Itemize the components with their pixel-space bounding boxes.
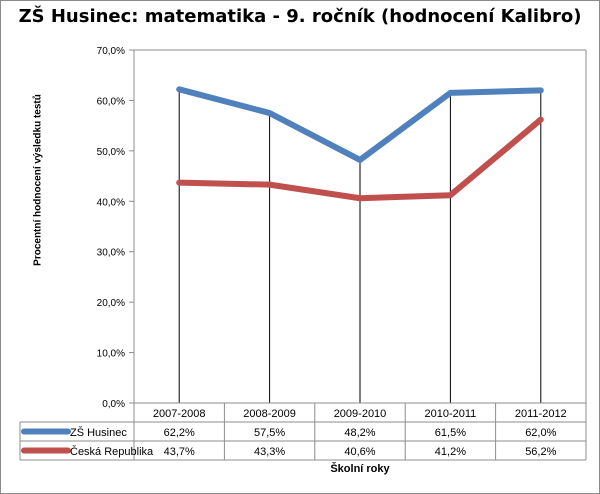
data-label: 61,5% bbox=[435, 427, 466, 439]
x-axis-label: Školní roky bbox=[330, 463, 390, 475]
data-label: 62,2% bbox=[164, 427, 195, 439]
y-tick-label: 20,0% bbox=[97, 298, 125, 309]
chart-title: ZŠ Husinec: matematika - 9. ročník (hodn… bbox=[18, 6, 582, 27]
data-point bbox=[268, 111, 272, 115]
y-tick-label: 40,0% bbox=[97, 197, 125, 208]
x-tick-label: 2010-2011 bbox=[425, 408, 477, 420]
y-tick-label: 0,0% bbox=[102, 399, 125, 410]
y-tick-label: 10,0% bbox=[97, 349, 125, 360]
data-point bbox=[448, 91, 452, 95]
y-tick-label: 70,0% bbox=[97, 46, 125, 57]
x-tick-label: 2008-2009 bbox=[243, 408, 296, 420]
x-tick-label: 2007-2008 bbox=[153, 408, 206, 420]
y-tick-label: 60,0% bbox=[97, 96, 125, 107]
data-point bbox=[358, 196, 362, 200]
y-tick-label: 50,0% bbox=[97, 147, 125, 158]
data-point bbox=[177, 87, 181, 91]
series-line-1 bbox=[176, 86, 544, 163]
data-label: 57,5% bbox=[254, 427, 285, 439]
data-point bbox=[539, 118, 543, 122]
data-point bbox=[358, 158, 362, 162]
y-tick-label: 30,0% bbox=[97, 248, 125, 259]
data-point bbox=[268, 183, 272, 187]
data-label: 62,0% bbox=[525, 427, 556, 439]
legend-label-1: ZŠ Husinec bbox=[70, 426, 127, 439]
data-label: 56,2% bbox=[525, 446, 556, 458]
data-label: 43,3% bbox=[254, 446, 285, 458]
data-point bbox=[448, 193, 452, 197]
data-label: 40,6% bbox=[344, 446, 375, 458]
data-label: 41,2% bbox=[435, 446, 466, 458]
x-tick-label: 2011-2012 bbox=[515, 408, 567, 420]
x-tick-label: 2009-2010 bbox=[334, 408, 387, 420]
data-point bbox=[177, 181, 181, 185]
legend-label-2: Česká Republika bbox=[70, 445, 154, 458]
data-label: 48,2% bbox=[344, 427, 375, 439]
data-label: 43,7% bbox=[164, 446, 195, 458]
data-point bbox=[539, 88, 543, 92]
